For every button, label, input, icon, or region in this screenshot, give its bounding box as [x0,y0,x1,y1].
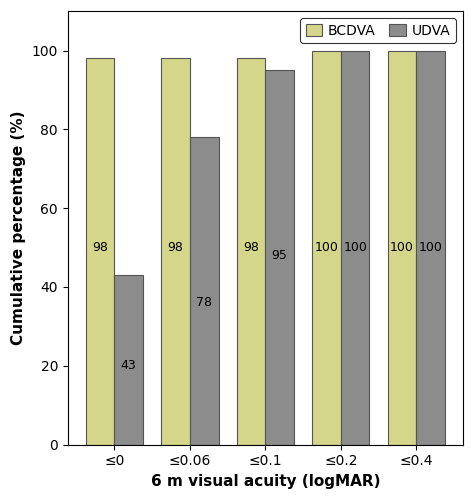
Text: 98: 98 [168,241,183,254]
Text: 100: 100 [343,241,367,254]
Bar [161,58,190,444]
Text: 95: 95 [272,249,288,262]
Bar [237,58,265,444]
Text: 98: 98 [92,241,108,254]
Legend: BCDVA, UDVA: BCDVA, UDVA [300,18,456,43]
Bar [265,70,294,444]
Bar [86,58,114,444]
Bar [312,50,341,444]
Bar [388,50,416,444]
Y-axis label: Cumulative percentage (%): Cumulative percentage (%) [11,110,26,345]
Bar [416,50,445,444]
Text: 98: 98 [243,241,259,254]
Bar [114,275,143,444]
Bar [190,137,219,444]
Text: 100: 100 [419,241,443,254]
X-axis label: 6 m visual acuity (logMAR): 6 m visual acuity (logMAR) [151,474,380,489]
Text: 43: 43 [121,360,137,372]
Text: 100: 100 [390,241,414,254]
Text: 100: 100 [315,241,338,254]
Bar [341,50,369,444]
Text: 78: 78 [196,296,212,309]
